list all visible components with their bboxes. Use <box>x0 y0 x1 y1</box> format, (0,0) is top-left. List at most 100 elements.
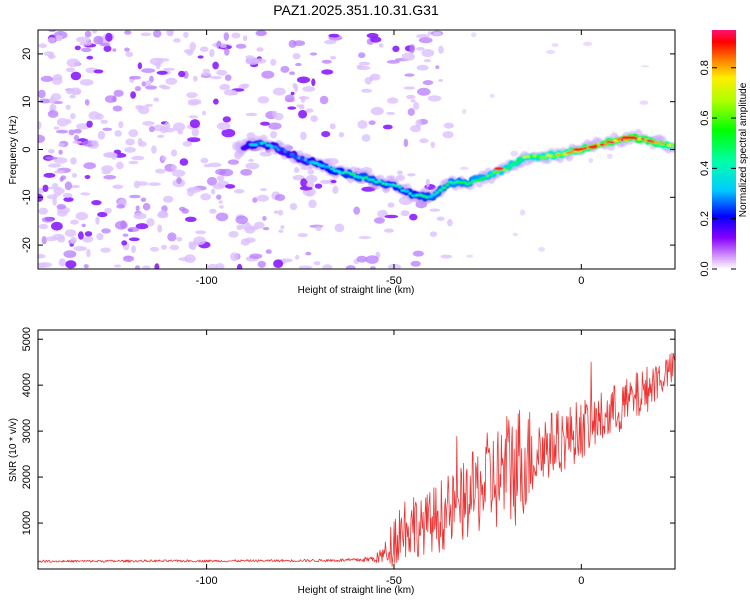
colorbar-tick-label: 0.2 <box>699 211 711 226</box>
noise-blob <box>171 164 177 171</box>
noise-blob <box>102 127 113 131</box>
noise-blob <box>370 106 384 116</box>
noise-blob <box>639 100 649 105</box>
ridge-core <box>289 153 295 157</box>
noise-blob <box>187 186 202 194</box>
ridge-core <box>364 176 369 179</box>
y-tick-label: 1000 <box>21 511 33 535</box>
noise-blob <box>72 140 83 144</box>
noise-blob <box>209 49 215 58</box>
y-tick-label: -20 <box>21 237 33 253</box>
noise-blob <box>277 209 284 216</box>
noise-blob <box>157 134 165 138</box>
noise-blob <box>114 220 128 230</box>
noise-blob <box>321 69 334 75</box>
noise-blob <box>142 265 151 269</box>
noise-blob <box>361 186 376 192</box>
noise-blob <box>70 71 82 81</box>
noise-blob <box>145 103 154 107</box>
ridge-core <box>519 157 524 161</box>
noise-blob <box>240 238 250 246</box>
noise-blob <box>70 157 77 165</box>
noise-blob <box>319 95 329 105</box>
noise-blob <box>261 70 275 79</box>
ridge-peak <box>572 147 583 152</box>
noise-blob <box>293 40 306 47</box>
noise-blob <box>373 217 385 224</box>
noise-blob <box>173 38 181 43</box>
noise-blob <box>48 148 55 154</box>
noise-blob <box>124 47 130 52</box>
ridge-core <box>599 143 606 147</box>
noise-blob <box>131 155 145 161</box>
noise-blob <box>397 170 403 175</box>
noise-blob <box>551 43 559 48</box>
noise-blob <box>43 172 56 178</box>
noise-blob <box>302 86 316 92</box>
noise-blob <box>113 264 122 268</box>
noise-blob <box>438 45 444 54</box>
noise-blob <box>510 150 519 157</box>
noise-blob <box>328 33 340 38</box>
noise-blob <box>287 106 297 110</box>
ridge-core <box>398 185 402 189</box>
noise-blob <box>330 55 336 60</box>
noise-blob <box>309 52 318 56</box>
noise-blob <box>64 229 77 237</box>
noise-blob <box>137 62 143 70</box>
noise-blob <box>387 202 395 208</box>
noise-blob <box>358 236 372 239</box>
noise-blob <box>295 254 300 260</box>
noise-blob <box>113 89 124 97</box>
noise-blob <box>154 263 160 269</box>
noise-blob <box>47 110 59 118</box>
noise-blob <box>188 115 199 119</box>
noise-blob <box>129 194 141 199</box>
noise-blob <box>167 232 177 242</box>
spectrogram-y-axis-title: Frequency (Hz) <box>8 116 19 185</box>
noise-blob <box>176 177 182 184</box>
noise-blob <box>334 223 345 233</box>
noise-blob <box>305 108 314 113</box>
noise-blob <box>235 215 248 225</box>
noise-blob <box>538 247 546 252</box>
snr-panel: -100 -50 0 1000 2000 3000 4000 5000 Height of s… <box>8 327 676 596</box>
ridge-core <box>427 195 433 199</box>
noise-blob <box>38 207 48 215</box>
ridge-core <box>361 176 365 180</box>
noise-blob <box>38 121 42 130</box>
ridge-core <box>300 157 304 161</box>
noise-blob <box>425 178 430 188</box>
noise-blob <box>112 105 123 112</box>
noise-blob <box>255 30 267 37</box>
noise-blob <box>297 233 308 238</box>
noise-blob <box>86 55 94 60</box>
noise-blob <box>359 61 370 66</box>
noise-blob <box>84 175 91 179</box>
ridge-core <box>373 180 380 184</box>
ridge-core <box>337 170 341 174</box>
noise-blob <box>97 211 108 218</box>
ridge-core <box>312 161 319 165</box>
noise-blob <box>197 55 204 59</box>
ridge-core <box>435 191 439 194</box>
ridge-core <box>508 164 515 167</box>
noise-blob <box>299 105 305 110</box>
noise-blob <box>224 74 232 81</box>
noise-blob <box>322 264 333 269</box>
noise-blob <box>296 76 311 84</box>
ridge-core <box>259 141 264 145</box>
colorbar-tick-label: 0.8 <box>699 60 711 75</box>
snr-plot-area <box>38 330 675 569</box>
noise-blob <box>292 53 301 60</box>
noise-blob <box>124 30 132 35</box>
ridge-core <box>292 155 299 159</box>
noise-blob <box>210 75 222 80</box>
noise-blob <box>186 50 194 56</box>
noise-blob <box>135 223 149 230</box>
noise-blob <box>148 126 155 133</box>
noise-blob <box>38 43 47 48</box>
noise-blob <box>41 216 54 223</box>
noise-blob <box>242 35 248 42</box>
